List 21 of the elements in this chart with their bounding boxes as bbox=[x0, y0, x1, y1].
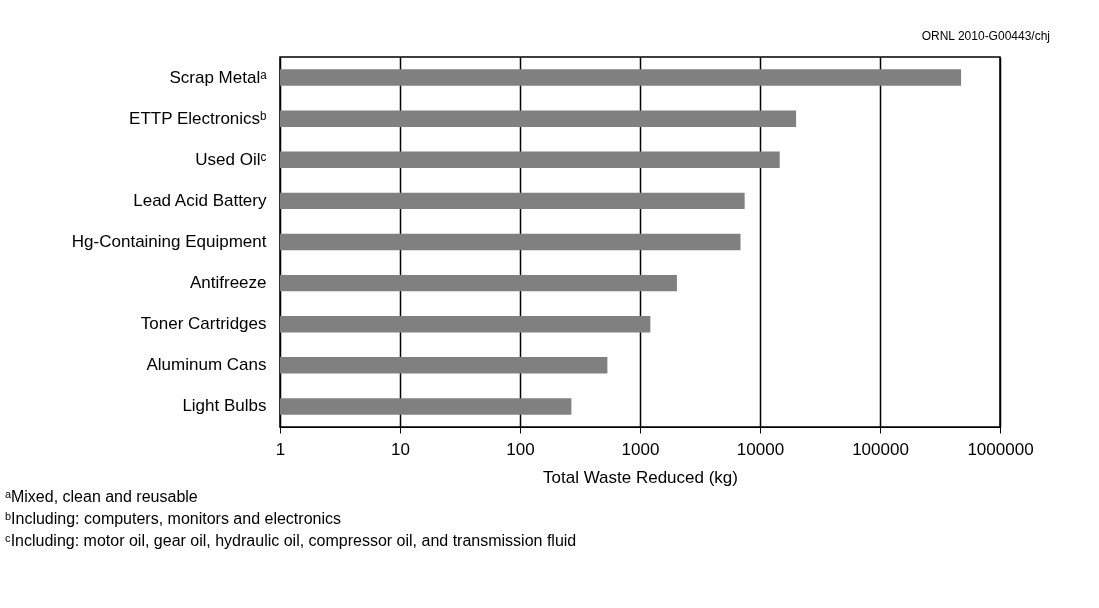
y-tick-label: Antifreeze bbox=[189, 273, 267, 293]
y-tick-label: Scrap Metalᵃ bbox=[169, 67, 268, 87]
y-tick-label: Hg-Containing Equipment bbox=[71, 232, 267, 251]
x-tick-label: 100 bbox=[506, 439, 535, 459]
x-axis-title: Total Waste Reduced (kg) bbox=[543, 467, 738, 487]
text: ORNL 2010-G00443/chj bbox=[921, 29, 1050, 43]
text: ᶜIncluding: motor oil, gear oil, hydraulic oil, compressor oil, and transmission fluid bbox=[5, 532, 577, 549]
x-tick-label: 1000 bbox=[621, 439, 660, 459]
x-tick-label: 10000 bbox=[736, 439, 785, 459]
y-tick-label: Light Bulbs bbox=[182, 396, 267, 416]
y-tick-label: Lead Acid Battery bbox=[133, 190, 267, 210]
y-tick-label: Aluminum Cans bbox=[146, 355, 267, 375]
x-tick-label: 1 bbox=[275, 439, 286, 459]
x-tick-label: 1000000 bbox=[967, 439, 1034, 459]
y-tick-label: Toner Cartridges bbox=[140, 314, 267, 334]
y-tick-label: Used Oilᶜ bbox=[195, 149, 267, 169]
text: ᵇIncluding: computers, monitors and electronics bbox=[5, 510, 341, 527]
y-tick-label: ETTP Electronicsᵇ bbox=[129, 108, 267, 128]
x-tick-label: 100000 bbox=[852, 439, 909, 459]
x-tick-label: 10 bbox=[391, 439, 410, 459]
text: ᵃMixed, clean and reusable bbox=[5, 488, 198, 505]
